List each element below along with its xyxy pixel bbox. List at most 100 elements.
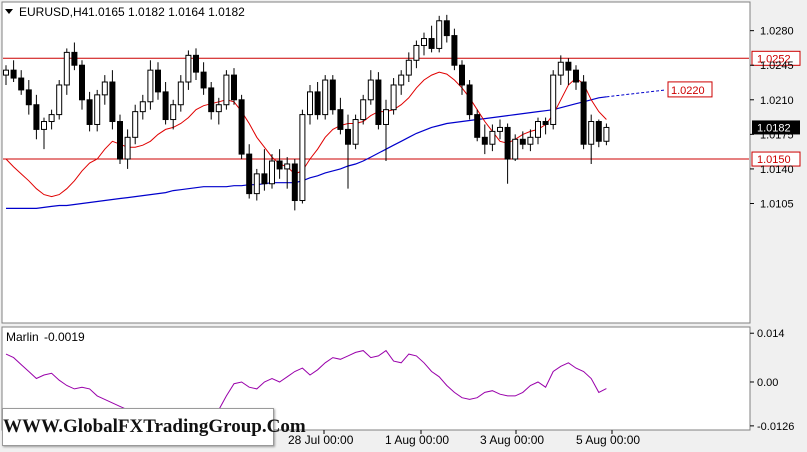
bearish-candle <box>117 121 123 160</box>
bearish-candle <box>208 87 215 113</box>
bullish-candle <box>535 121 541 138</box>
bearish-candle <box>276 160 283 170</box>
level-price-label: 1.0150 <box>757 154 791 166</box>
bearish-candle <box>337 109 344 130</box>
oscillator-series: 0.014 0.00 -0.0126 <box>5 328 794 433</box>
bearish-candle <box>238 99 245 155</box>
indicator-value: -0.0019 <box>44 330 85 344</box>
candlesticks <box>3 14 610 211</box>
bearish-candle <box>261 173 268 185</box>
price-tick-label: 1.0280 <box>760 26 794 38</box>
bearish-candle <box>595 121 602 142</box>
bullish-candle <box>557 61 564 76</box>
bullish-candle <box>413 44 420 61</box>
bullish-candle <box>253 173 260 195</box>
bullish-candle <box>139 101 146 113</box>
bullish-candle <box>41 121 47 130</box>
watermark-banner: WWW.GlobalFXTradingGroup.Com <box>2 408 306 446</box>
bearish-candle <box>10 69 17 79</box>
bearish-candle <box>519 138 526 145</box>
bearish-candle <box>451 35 458 66</box>
level-price-box <box>751 151 801 167</box>
bearish-candle <box>565 61 572 71</box>
bearish-candle <box>291 163 298 202</box>
bullish-candle <box>63 51 70 86</box>
bullish-candle <box>497 126 503 132</box>
bullish-candle <box>269 160 275 185</box>
target-price-box <box>667 81 713 98</box>
blue-moving-average-line <box>6 96 607 209</box>
main-plot-area <box>1 1 751 324</box>
price-axis: 1.02801.02451.02101.01751.01401.01051.01… <box>750 26 800 210</box>
level-price-label: 1.0252 <box>757 53 791 65</box>
bullish-candle <box>147 69 154 103</box>
bullish-candle <box>3 69 9 76</box>
current-price-box <box>752 120 800 135</box>
bullish-candle <box>383 109 389 125</box>
bearish-candle <box>329 79 336 111</box>
bullish-candle <box>405 59 412 76</box>
bearish-candle <box>193 54 199 73</box>
level-price-box <box>751 50 801 66</box>
bullish-candle <box>322 79 329 116</box>
bullish-candle <box>132 111 139 138</box>
bearish-candle <box>162 91 169 121</box>
bearish-candle <box>18 77 25 91</box>
marlin-oscillator-line <box>5 349 607 427</box>
bullish-candle <box>215 104 222 113</box>
oscillator-tick-label: -0.0126 <box>757 421 794 433</box>
time-tick-label: 28 Jul 00:00 <box>288 433 354 447</box>
bearish-candle <box>71 51 78 66</box>
bearish-candle <box>33 104 40 130</box>
oscillator-tick-label: 0.00 <box>757 377 778 389</box>
bullish-candle <box>550 74 557 125</box>
bearish-candle <box>428 38 435 49</box>
bullish-candle <box>48 114 55 123</box>
bearish-candle <box>345 128 351 145</box>
bearish-candle <box>314 91 321 116</box>
bullish-candle <box>352 119 359 145</box>
chart-ohlc: 1.0165 1.0182 1.0164 1.0182 <box>88 5 245 19</box>
bullish-candle <box>398 74 405 86</box>
price-tick-label: 1.0210 <box>760 95 794 107</box>
bullish-candle <box>299 114 306 202</box>
bearish-candle <box>25 89 32 106</box>
bearish-candle <box>443 20 450 37</box>
bullish-candle <box>360 99 367 121</box>
target-price-label: 1.0220 <box>671 85 705 97</box>
time-tick-label: 1 Aug 00:00 <box>385 433 449 447</box>
time-tick-label: 5 Aug 00:00 <box>576 433 640 447</box>
bearish-candle <box>109 81 116 123</box>
bullish-candle <box>185 54 192 83</box>
bearish-candle <box>155 69 161 93</box>
price-tick-label: 1.0105 <box>760 198 794 210</box>
bearish-candle <box>231 74 237 101</box>
bullish-candle <box>177 81 184 106</box>
bearish-candle <box>79 64 85 101</box>
bullish-candle <box>436 20 443 49</box>
bearish-candle <box>580 81 587 145</box>
bullish-candle <box>367 79 374 101</box>
bearish-candle <box>86 99 93 125</box>
bullish-candle <box>588 121 595 145</box>
bullish-candle <box>421 38 427 46</box>
oscillator-tick-label: 0.014 <box>757 328 785 340</box>
bullish-candle <box>489 130 496 145</box>
bullish-candle <box>124 136 131 160</box>
bearish-candle <box>481 136 488 145</box>
bullish-candle <box>284 163 291 170</box>
time-axis: 28 Jul 00:00 1 Aug 00:00 3 Aug 00:00 5 Aug … <box>288 430 640 447</box>
bullish-candle <box>527 136 534 145</box>
bearish-candle <box>246 153 253 195</box>
dropdown-triangle-icon[interactable] <box>5 9 13 14</box>
bearish-candle <box>466 84 473 116</box>
price-tick-label: 1.0140 <box>760 164 794 176</box>
bearish-candle <box>200 71 207 89</box>
price-tick-label: 1.0245 <box>760 60 794 72</box>
bullish-candle <box>94 94 101 125</box>
bullish-candle <box>603 126 610 142</box>
bullish-candle <box>390 84 397 111</box>
bearish-candle <box>504 126 511 160</box>
indicator-name: Marlin <box>6 330 39 344</box>
bearish-candle <box>375 79 382 125</box>
